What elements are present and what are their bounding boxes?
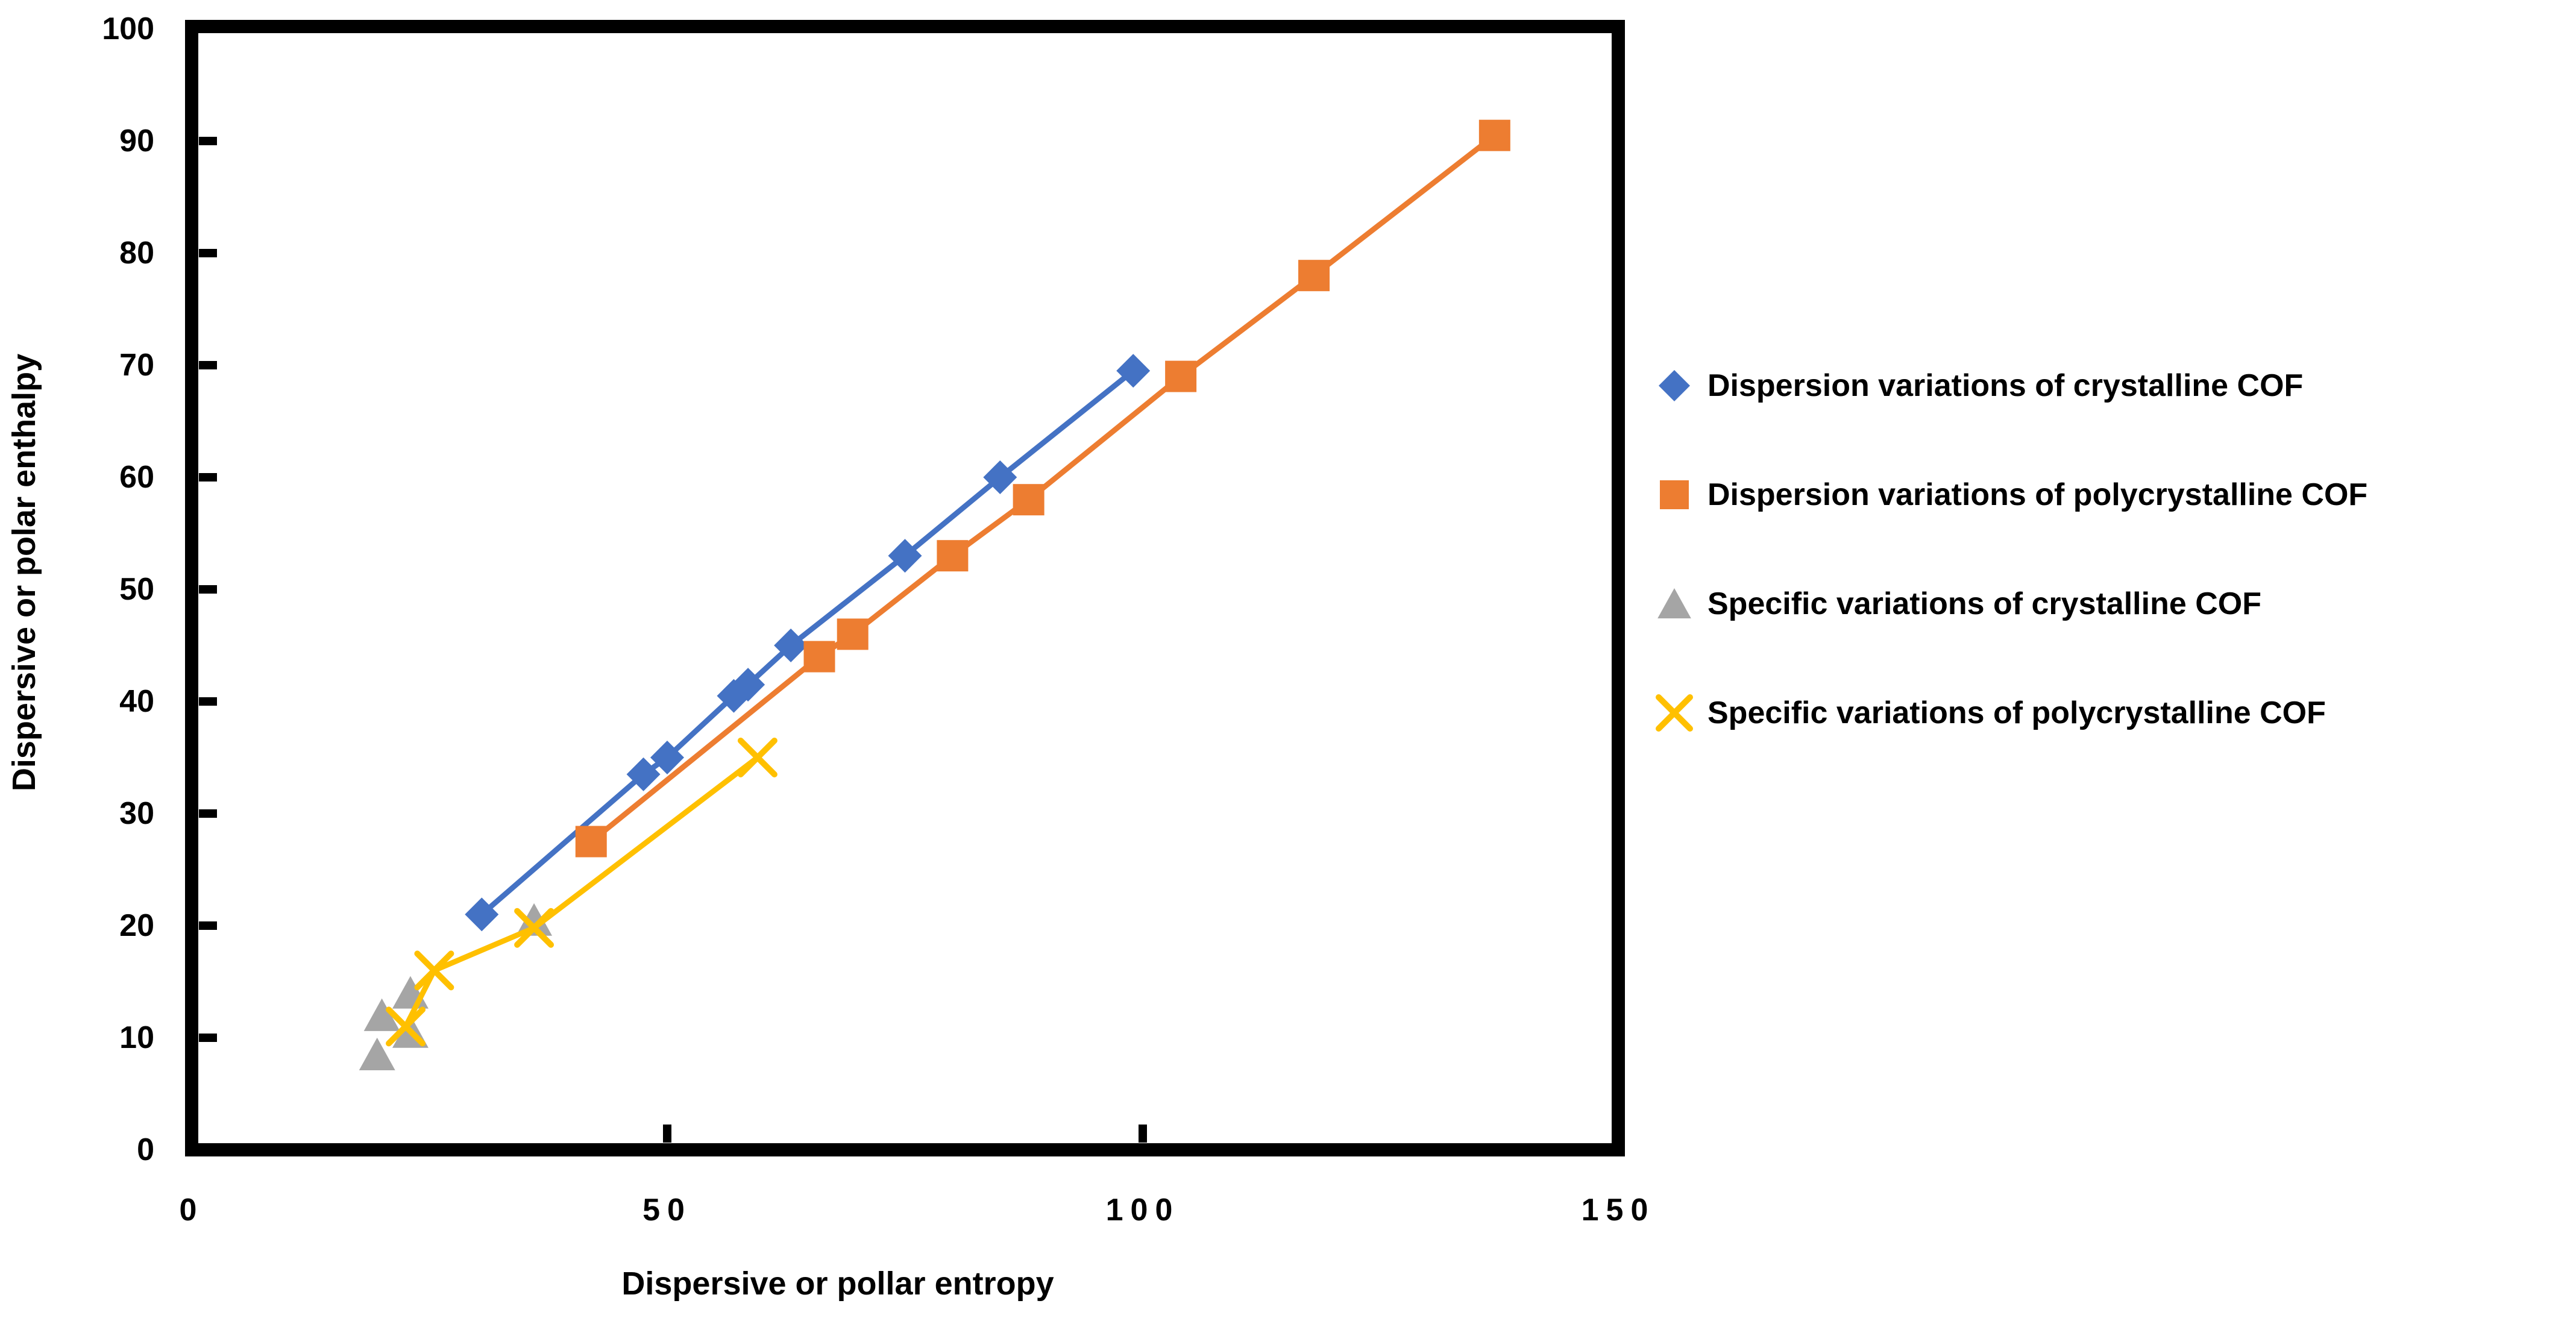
x-tick-label: 50 xyxy=(642,1193,692,1228)
y-tick-label: 10 xyxy=(119,1020,154,1055)
legend-item[interactable]: Specific variations of crystalline COF xyxy=(1657,586,2261,621)
series-square xyxy=(575,119,1510,858)
legend-label: Specific variations of crystalline COF xyxy=(1707,586,2261,621)
legend-label: Dispersion variations of polycrystalline… xyxy=(1707,477,2367,512)
series-diamond xyxy=(465,354,1151,932)
series-line xyxy=(403,755,759,1028)
data-point-marker[interactable] xyxy=(363,998,400,1031)
y-tick-label: 30 xyxy=(119,796,154,831)
legend-label: Specific variations of polycrystalline C… xyxy=(1707,695,2326,730)
axis-ticks: 0 10 20 30 40 50 60 70 80 90 100 0 50 100 150 xyxy=(102,11,1656,1228)
data-point-marker[interactable] xyxy=(575,826,607,858)
data-point-marker[interactable] xyxy=(386,1006,426,1047)
y-tick-label: 80 xyxy=(119,236,154,271)
data-point-marker[interactable] xyxy=(803,641,835,673)
y-tick-label: 50 xyxy=(119,572,154,607)
series-layer xyxy=(359,119,1510,1070)
legend-diamond-icon xyxy=(1659,370,1690,401)
series-x xyxy=(386,738,778,1047)
y-tick-label: 100 xyxy=(102,11,154,46)
data-point-marker[interactable] xyxy=(414,950,454,991)
data-point-marker[interactable] xyxy=(1478,119,1510,151)
y-tick-label: 60 xyxy=(119,460,154,495)
x-tick-label: 100 xyxy=(1106,1193,1180,1228)
legend-square-icon xyxy=(1660,480,1689,509)
legend-label: Dispersion variations of crystalline COF xyxy=(1707,368,2303,403)
data-point-marker[interactable] xyxy=(774,629,808,662)
data-point-marker[interactable] xyxy=(888,539,922,573)
data-point-marker[interactable] xyxy=(514,908,554,948)
data-point-marker[interactable] xyxy=(650,741,684,774)
data-point-marker[interactable] xyxy=(731,668,765,702)
y-tick-label: 90 xyxy=(119,124,154,158)
x-axis-title: Dispersive or pollar entropy xyxy=(621,1266,1054,1302)
plot-area xyxy=(185,20,1625,1156)
data-point-marker[interactable] xyxy=(737,738,778,777)
data-point-marker[interactable] xyxy=(516,903,553,936)
data-point-marker[interactable] xyxy=(1013,484,1045,516)
y-tick-label: 0 xyxy=(137,1132,154,1167)
legend-x-icon xyxy=(1656,694,1693,732)
data-point-marker[interactable] xyxy=(626,757,661,791)
x-tick-label: 0 xyxy=(180,1193,204,1228)
legend-item[interactable]: Dispersion variations of crystalline COF xyxy=(1659,368,2303,403)
data-point-marker[interactable] xyxy=(983,460,1017,494)
data-point-marker[interactable] xyxy=(359,1037,395,1070)
x-tick-label: 150 xyxy=(1582,1193,1656,1228)
data-point-marker[interactable] xyxy=(1298,260,1330,292)
legend: Dispersion variations of crystalline COF… xyxy=(1656,368,2367,732)
data-point-marker[interactable] xyxy=(937,540,969,572)
y-tick-label: 40 xyxy=(119,684,154,719)
data-point-marker[interactable] xyxy=(1116,354,1151,388)
data-point-marker[interactable] xyxy=(837,618,869,650)
y-tick-label: 70 xyxy=(119,348,154,383)
legend-item[interactable]: Dispersion variations of polycrystalline… xyxy=(1660,477,2367,512)
plot-frame xyxy=(185,20,1625,1156)
data-point-marker[interactable] xyxy=(1165,360,1197,392)
legend-triangle-icon xyxy=(1657,588,1691,619)
data-point-marker[interactable] xyxy=(465,897,499,932)
legend-item[interactable]: Specific variations of polycrystalline C… xyxy=(1656,694,2326,732)
y-axis-title: Dispersive or polar enthalpy xyxy=(6,354,42,791)
y-tick-label: 20 xyxy=(119,908,154,943)
